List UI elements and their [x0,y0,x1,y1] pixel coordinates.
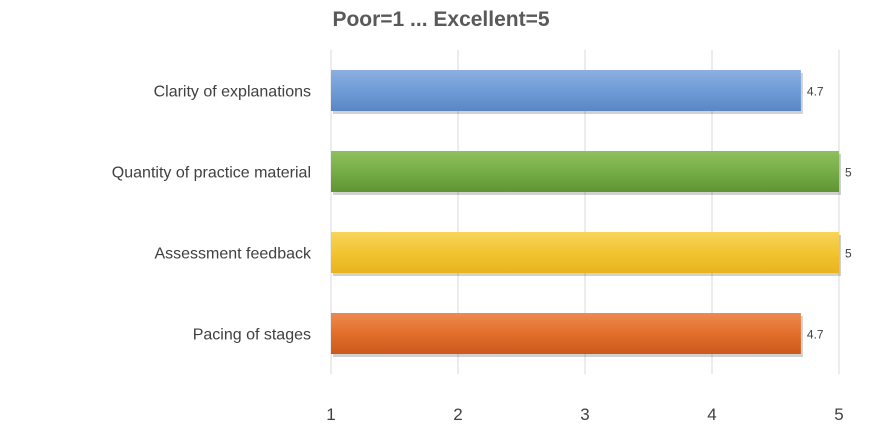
x-tick-label: 2 [453,405,462,424]
bars [331,70,841,357]
x-tick-label: 1 [326,405,335,424]
bar [331,70,801,111]
bar [331,151,839,192]
category-label: Clarity of explanations [154,84,311,101]
x-tick-label: 4 [707,405,716,424]
data-label: 4.7 [807,85,824,99]
data-labels: 4.7 5 5 4.7 [807,85,852,342]
x-axis-ticks: 1 2 3 4 5 [326,405,843,424]
data-label: 5 [845,166,852,180]
bar [331,232,839,273]
x-tick-label: 5 [834,405,843,424]
bar [331,313,801,354]
data-label: 4.7 [807,328,824,342]
category-label: Assessment feedback [154,246,312,263]
x-tick-label: 3 [580,405,589,424]
category-labels: Clarity of explanations Quantity of pract… [112,84,312,344]
category-label: Quantity of practice material [112,165,311,182]
category-label: Pacing of stages [193,327,311,344]
chart-title: Poor=1 ... Excellent=5 [332,8,550,31]
data-label: 5 [845,247,852,261]
